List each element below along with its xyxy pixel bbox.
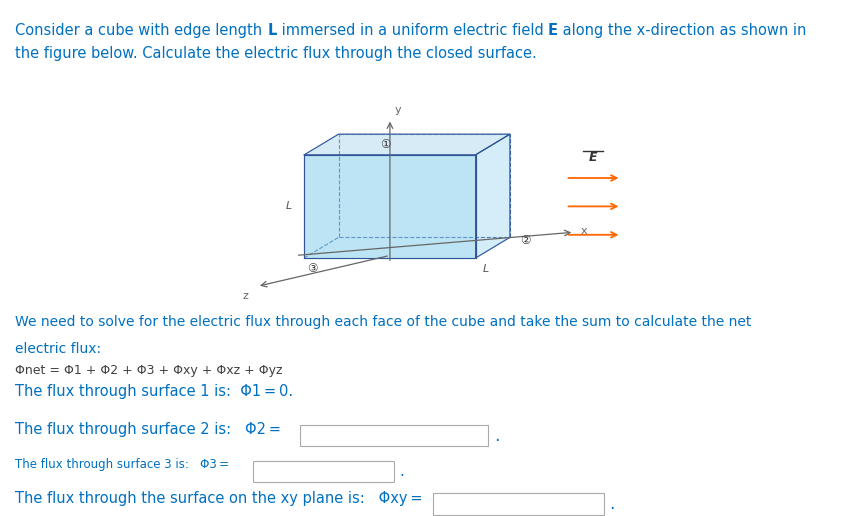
Text: The flux through surface 2 is:   Φ2 =: The flux through surface 2 is: Φ2 = <box>15 422 281 437</box>
Bar <box>253 461 394 482</box>
Text: ①: ① <box>381 138 391 151</box>
Text: y: y <box>394 105 401 115</box>
Text: along the x-direction as shown in: along the x-direction as shown in <box>558 23 806 38</box>
Polygon shape <box>304 155 476 258</box>
Text: Consider a cube with edge length: Consider a cube with edge length <box>15 23 267 38</box>
Text: E: E <box>589 151 597 164</box>
Polygon shape <box>476 134 510 258</box>
Text: x: x <box>580 226 587 236</box>
Text: .: . <box>609 495 614 513</box>
Text: ③: ③ <box>308 262 318 275</box>
Text: z: z <box>243 291 249 300</box>
Polygon shape <box>304 134 510 155</box>
Text: ②: ② <box>520 234 530 247</box>
Bar <box>300 425 488 446</box>
Text: We need to solve for the electric flux through each face of the cube and take th: We need to solve for the electric flux t… <box>15 315 752 329</box>
Text: E: E <box>548 23 558 38</box>
Text: Φnet = Φ1 + Φ2 + Φ3 + Φxy + Φxz + Φyz: Φnet = Φ1 + Φ2 + Φ3 + Φxy + Φxz + Φyz <box>15 364 283 377</box>
Text: The flux through surface 1 is:  Φ1 = 0.: The flux through surface 1 is: Φ1 = 0. <box>15 384 294 399</box>
Text: L: L <box>482 264 488 274</box>
Text: L: L <box>267 23 277 38</box>
Text: The flux through the surface on the xy plane is:   Φxy =: The flux through the surface on the xy p… <box>15 491 423 506</box>
Text: L: L <box>286 201 292 212</box>
Bar <box>433 493 604 515</box>
Text: the figure below. Calculate the electric flux through the closed surface.: the figure below. Calculate the electric… <box>15 46 537 61</box>
Text: The flux through surface 3 is:   Φ3 =: The flux through surface 3 is: Φ3 = <box>15 458 230 471</box>
Text: immersed in a uniform electric field: immersed in a uniform electric field <box>277 23 548 38</box>
Text: electric flux:: electric flux: <box>15 342 101 356</box>
Text: .: . <box>494 427 499 444</box>
Text: .: . <box>399 464 405 479</box>
